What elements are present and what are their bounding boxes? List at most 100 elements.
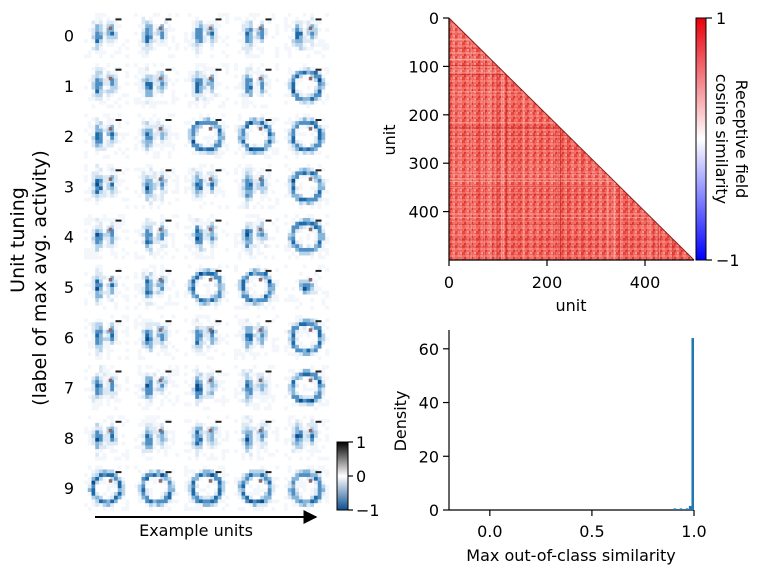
unit-tile xyxy=(184,264,230,310)
unit-tile xyxy=(234,214,280,260)
tuning-colorbar-tick-label: −1 xyxy=(356,501,380,520)
histogram-ticks: 0.0 0.5 1.0 0 20 40 60 xyxy=(419,340,707,541)
unit-tile xyxy=(284,415,330,461)
tuning-colorbar-ticks: 1 0 −1 xyxy=(348,433,380,520)
unit-tile xyxy=(84,415,130,461)
tuning-colorbar-tick-label: 0 xyxy=(356,467,366,486)
histogram-bar xyxy=(688,505,692,510)
row-label-7: 7 xyxy=(64,379,74,398)
unit-tile xyxy=(84,13,130,59)
unit-tile xyxy=(234,163,280,210)
unit-tile xyxy=(84,63,130,109)
unit-tile xyxy=(84,214,130,260)
unit-tile xyxy=(284,365,330,411)
similarity-colorbar-label-line1: Receptive field xyxy=(732,80,751,199)
similarity-xlabel: unit xyxy=(556,296,587,315)
row-label-3: 3 xyxy=(64,177,74,196)
unit-tile xyxy=(284,163,330,210)
similarity-x-tick-label: 200 xyxy=(532,273,563,292)
unit-tile xyxy=(134,264,180,310)
histogram-x-tick-label: 0.0 xyxy=(477,522,502,541)
similarity-y-tick-label: 200 xyxy=(408,106,439,125)
similarity-colorbar-label-line2: cosine similarity xyxy=(712,74,731,204)
row-label-0: 0 xyxy=(64,27,74,46)
unit-tile xyxy=(184,63,230,109)
unit-tile xyxy=(184,214,230,260)
unit-tile xyxy=(134,365,180,411)
row-labels: 0 1 2 3 4 5 6 7 8 9 xyxy=(64,27,74,499)
unit-tile xyxy=(134,63,180,109)
unit-tile xyxy=(134,13,180,59)
unit-tile xyxy=(234,314,280,360)
histogram-bar xyxy=(679,508,683,510)
unit-tiles xyxy=(84,13,330,511)
tuning-colorbar xyxy=(336,441,349,511)
row-label-6: 6 xyxy=(64,328,74,347)
similarity-stripes xyxy=(449,22,682,260)
unit-tuning-panel: Unit tuning (label of max avg. activity)… xyxy=(7,13,380,540)
similarity-y-tick-label: 400 xyxy=(408,203,439,222)
unit-tile xyxy=(134,415,180,461)
unit-tile xyxy=(134,163,180,210)
unit-tile xyxy=(84,365,130,411)
similarity-colorbar-ticks: 1 −1 xyxy=(706,9,740,270)
histogram-bar xyxy=(685,508,689,510)
similarity-x-tick-label: 400 xyxy=(630,273,661,292)
histogram-y-tick-label: 40 xyxy=(419,394,439,413)
histogram-y-tick-label: 20 xyxy=(419,447,439,466)
unit-tile xyxy=(134,465,180,511)
unit-tuning-ylabel-line2: (label of max avg. activity) xyxy=(29,150,51,406)
unit-tile xyxy=(134,113,180,159)
unit-tile xyxy=(284,314,330,360)
unit-tile xyxy=(284,264,330,310)
histogram-x-tick-label: 0.5 xyxy=(579,522,604,541)
histogram-bar xyxy=(691,338,694,510)
unit-tile xyxy=(184,163,230,210)
histogram-bars xyxy=(673,338,694,510)
unit-tile xyxy=(84,264,130,310)
histogram-ylabel: Density xyxy=(391,391,410,452)
unit-tile xyxy=(284,113,330,159)
unit-tile xyxy=(284,214,330,260)
unit-tile xyxy=(284,465,330,511)
histogram-panel: 0.0 0.5 1.0 0 20 40 60 Max out-of-class simila… xyxy=(391,330,707,565)
unit-tile xyxy=(184,365,230,411)
unit-tile xyxy=(84,465,130,511)
row-label-8: 8 xyxy=(64,429,74,448)
unit-tile xyxy=(234,63,280,109)
unit-tile xyxy=(184,314,230,360)
unit-tile xyxy=(234,264,280,310)
row-label-4: 4 xyxy=(64,228,74,247)
similarity-colorbar-tick-label: −1 xyxy=(716,251,740,270)
similarity-diagonal xyxy=(448,17,695,261)
example-units-label: Example units xyxy=(139,521,253,540)
similarity-y-tick-label: 0 xyxy=(429,9,439,28)
unit-tile xyxy=(234,415,280,461)
similarity-y-tick-label: 100 xyxy=(408,57,439,76)
similarity-y-tick-label: 300 xyxy=(408,154,439,173)
row-label-9: 9 xyxy=(64,479,74,498)
row-label-1: 1 xyxy=(64,77,74,96)
histogram-xlabel: Max out-of-class similarity xyxy=(466,546,675,565)
similarity-colorbar xyxy=(695,17,707,261)
histogram-x-tick-label: 1.0 xyxy=(681,522,706,541)
unit-tuning-ylabel-line1: Unit tuning xyxy=(7,187,29,293)
unit-tile xyxy=(284,13,330,59)
similarity-ticks: 0 200 400 0 100 200 300 400 xyxy=(408,9,660,292)
similarity-x-tick-label: 0 xyxy=(444,273,454,292)
similarity-colorbar-tick-label: 1 xyxy=(716,9,726,28)
unit-tile xyxy=(284,63,330,109)
unit-tile xyxy=(234,465,280,511)
unit-tile xyxy=(84,113,130,159)
unit-tile xyxy=(184,13,230,59)
tuning-colorbar-tick-label: 1 xyxy=(356,433,366,452)
unit-tile xyxy=(234,13,280,59)
row-label-2: 2 xyxy=(64,127,74,146)
similarity-heatmap-panel: 0 200 400 0 100 200 300 400 unit unit 1 −1 Recep… xyxy=(380,9,751,315)
unit-tile xyxy=(84,163,130,210)
unit-tile xyxy=(234,365,280,411)
row-label-5: 5 xyxy=(64,278,74,297)
unit-tile xyxy=(134,214,180,260)
unit-tile xyxy=(234,113,280,159)
unit-tile xyxy=(184,465,230,511)
